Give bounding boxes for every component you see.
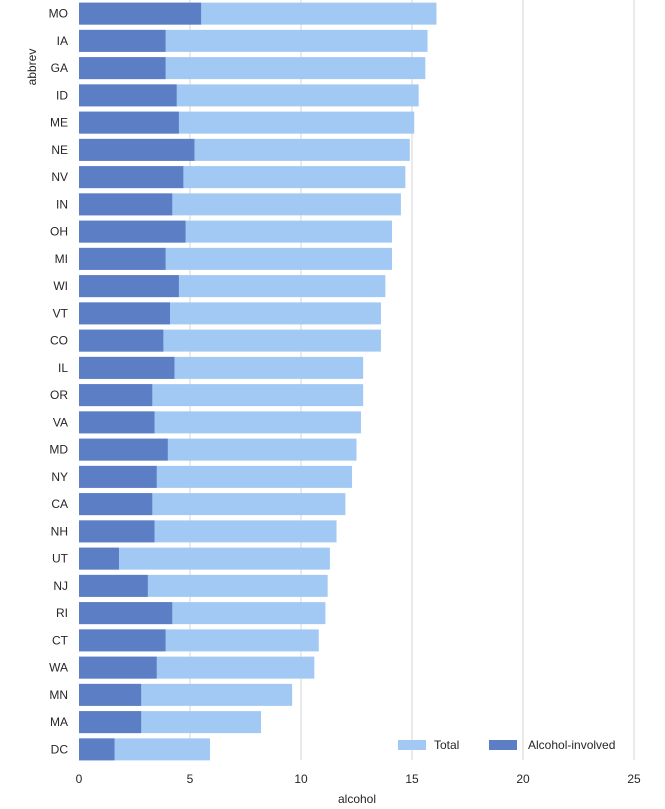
bar-alcohol-NY — [79, 465, 157, 488]
bar-alcohol-MN — [79, 683, 142, 706]
ytick-label-NH: NH — [51, 524, 68, 538]
ytick-label-MA: MA — [50, 715, 68, 729]
bar-alcohol-CO — [79, 329, 164, 352]
bar-total-UT — [79, 547, 330, 570]
ytick-label-MN: MN — [49, 688, 68, 702]
ytick-label-VT: VT — [53, 306, 69, 320]
bar-alcohol-MO — [79, 2, 202, 25]
ytick-label-OR: OR — [50, 388, 68, 402]
bar-alcohol-MD — [79, 438, 168, 461]
bar-alcohol-NE — [79, 138, 195, 161]
xtick-label-2: 10 — [294, 772, 308, 786]
ytick-label-MO: MO — [49, 7, 68, 21]
legend-label-total: Total — [434, 738, 459, 752]
ytick-label-OH: OH — [50, 225, 68, 239]
bar-alcohol-DC — [79, 738, 115, 761]
ytick-label-ID: ID — [56, 88, 68, 102]
xtick-label-0: 0 — [76, 772, 83, 786]
bar-alcohol-OH — [79, 220, 186, 243]
ytick-label-DC: DC — [51, 742, 69, 756]
legend-label-alcohol: Alcohol-involved — [528, 738, 615, 752]
bar-alcohol-VA — [79, 411, 155, 434]
bar-alcohol-WI — [79, 275, 179, 298]
bar-alcohol-VT — [79, 302, 171, 325]
bar-alcohol-CT — [79, 629, 166, 652]
xtick-label-5: 25 — [627, 772, 641, 786]
bar-alcohol-IA — [79, 29, 166, 52]
ytick-label-MD: MD — [49, 443, 68, 457]
ytick-label-RI: RI — [56, 606, 68, 620]
ytick-label-IL: IL — [58, 361, 68, 375]
bar-alcohol-GA — [79, 57, 166, 80]
bar-alcohol-MA — [79, 711, 142, 734]
bar-alcohol-ID — [79, 84, 177, 107]
bar-alcohol-NH — [79, 520, 155, 543]
legend-swatch-alcohol — [489, 740, 517, 750]
bars — [79, 2, 437, 761]
ytick-label-WI: WI — [53, 279, 68, 293]
bar-alcohol-UT — [79, 547, 119, 570]
ytick-label-GA: GA — [51, 61, 68, 75]
ytick-label-MI: MI — [55, 252, 68, 266]
y-tick-labels: MO IA GA ID ME NE NV IN OH MI WI VT CO IL OR VA MD NY CA NH… — [49, 7, 69, 757]
ytick-label-UT: UT — [52, 552, 69, 566]
bar-alcohol-IN — [79, 193, 173, 216]
bar-alcohol-ME — [79, 111, 179, 134]
ytick-label-CA: CA — [51, 497, 68, 511]
ytick-label-WA: WA — [49, 661, 68, 675]
bar-alcohol-OR — [79, 384, 153, 407]
x-tick-labels: 0 5 10 15 20 25 — [76, 772, 641, 786]
legend-swatch-total — [398, 740, 426, 750]
ytick-label-CO: CO — [50, 334, 68, 348]
ytick-label-VA: VA — [53, 415, 68, 429]
x-axis-title: alcohol — [338, 792, 376, 806]
ytick-label-IN: IN — [56, 197, 68, 211]
bar-alcohol-WA — [79, 656, 157, 679]
bar-alcohol-NJ — [79, 574, 148, 597]
ytick-label-CT: CT — [52, 633, 69, 647]
ytick-label-NJ: NJ — [53, 579, 68, 593]
xtick-label-4: 20 — [516, 772, 530, 786]
ytick-label-NV: NV — [51, 170, 68, 184]
bar-alcohol-MI — [79, 247, 166, 270]
ytick-label-ME: ME — [50, 116, 68, 130]
ytick-label-IA: IA — [57, 34, 68, 48]
bar-alcohol-RI — [79, 602, 173, 625]
bar-alcohol-CA — [79, 493, 153, 516]
ytick-label-NE: NE — [51, 143, 68, 157]
ytick-label-NY: NY — [51, 470, 68, 484]
legend: Total Alcohol-involved — [398, 738, 615, 752]
bar-alcohol-IL — [79, 356, 175, 379]
bar-alcohol-NV — [79, 166, 184, 189]
xtick-label-3: 15 — [405, 772, 419, 786]
y-axis-title: abbrev — [25, 49, 39, 86]
bar-total-IA — [79, 29, 428, 52]
xtick-label-1: 5 — [187, 772, 194, 786]
